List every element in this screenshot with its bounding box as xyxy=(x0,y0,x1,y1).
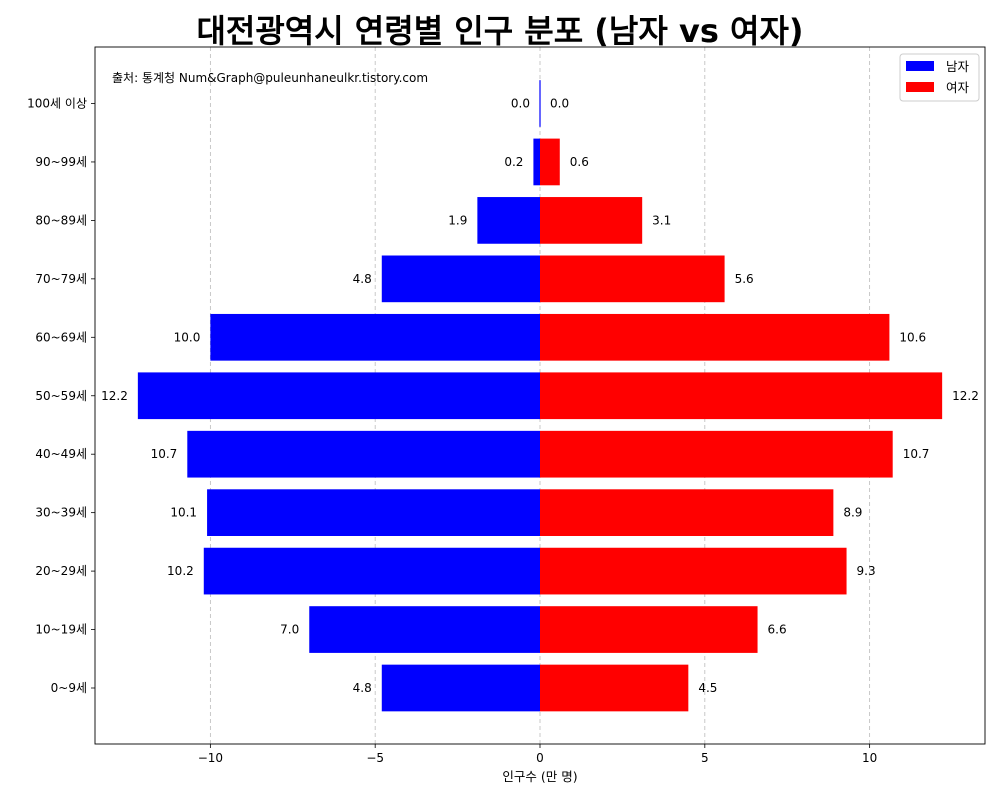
bar-female xyxy=(540,664,689,712)
value-label-male: 10.2 xyxy=(167,564,194,578)
legend-swatch xyxy=(906,61,934,71)
chart-title: 대전광역시 연령별 인구 분포 (남자 vs 여자) xyxy=(196,12,804,50)
x-axis-label: 인구수 (만 명) xyxy=(502,769,577,784)
value-label-female: 10.7 xyxy=(903,447,930,461)
bar-female xyxy=(540,430,893,478)
value-label-female: 10.6 xyxy=(899,330,926,344)
y-tick-label: 90~99세 xyxy=(35,155,87,169)
legend-label: 여자 xyxy=(946,80,970,95)
value-label-male: 4.8 xyxy=(353,272,372,286)
value-label-female: 0.6 xyxy=(570,155,589,169)
legend-swatch xyxy=(906,82,934,92)
value-label-male: 0.0 xyxy=(511,97,530,111)
x-tick-label: −5 xyxy=(366,751,384,765)
bars xyxy=(137,80,943,712)
y-tick-label: 30~39세 xyxy=(35,506,87,520)
bar-female xyxy=(540,197,643,244)
bar-female xyxy=(540,489,834,536)
value-label-female: 4.5 xyxy=(698,681,717,695)
value-label-female: 0.0 xyxy=(550,97,569,111)
bar-male xyxy=(309,606,540,653)
bar-male xyxy=(210,313,541,361)
bar-male xyxy=(137,372,540,420)
bar-male xyxy=(381,664,540,712)
bar-male xyxy=(207,489,540,536)
y-tick-label: 20~29세 xyxy=(35,564,87,578)
bar-female xyxy=(540,138,560,186)
value-label-male: 1.9 xyxy=(448,213,467,227)
value-label-female: 8.9 xyxy=(843,506,862,520)
value-label-male: 7.0 xyxy=(280,623,299,637)
y-tick-label: 10~19세 xyxy=(35,623,87,637)
value-label-female: 12.2 xyxy=(952,389,979,403)
value-label-male: 4.8 xyxy=(353,681,372,695)
x-tick-label: −10 xyxy=(198,751,223,765)
value-label-male: 0.2 xyxy=(504,155,523,169)
value-label-male: 10.0 xyxy=(174,330,201,344)
value-label-male: 12.2 xyxy=(101,389,128,403)
value-label-female: 6.6 xyxy=(768,623,787,637)
x-tick-label: 0 xyxy=(536,751,544,765)
y-tick-label: 80~89세 xyxy=(35,213,87,227)
bar-female xyxy=(540,313,890,361)
x-tick-label: 5 xyxy=(701,751,709,765)
bar-male xyxy=(533,138,540,186)
value-label-male: 10.7 xyxy=(151,447,178,461)
bar-female xyxy=(540,372,943,420)
y-tick-label: 60~69세 xyxy=(35,330,87,344)
bar-female xyxy=(540,547,847,595)
value-label-female: 9.3 xyxy=(857,564,876,578)
y-tick-label: 0~9세 xyxy=(51,681,87,695)
value-label-female: 3.1 xyxy=(652,213,671,227)
y-tick-label: 40~49세 xyxy=(35,447,87,461)
bar-male xyxy=(187,430,540,478)
x-tick-label: 10 xyxy=(862,751,877,765)
y-tick-label: 100세 이상 xyxy=(27,97,87,111)
value-label-male: 10.1 xyxy=(170,506,197,520)
axes: 0~9세 10~19세 20~29세 30~39세 40~49세 50~59세 60~69세… xyxy=(27,46,986,765)
bar-male xyxy=(381,255,540,303)
bar-male xyxy=(477,197,540,244)
legend-label: 남자 xyxy=(946,59,970,74)
value-label-female: 5.6 xyxy=(735,272,754,286)
source-note: 출처: 통계청 Num&Graph@puleunhaneulkr.tistory… xyxy=(112,71,428,85)
bar-female xyxy=(540,255,725,303)
y-tick-label: 70~79세 xyxy=(35,272,87,286)
bar-male xyxy=(203,547,540,595)
value-labels: 4.8 4.5 7.0 6.6 10.2 9.3 10.1 8.9 10.7 10.7 12.2 12… xyxy=(101,97,979,696)
bar-female xyxy=(540,606,758,653)
y-tick-label: 50~59세 xyxy=(35,389,87,403)
